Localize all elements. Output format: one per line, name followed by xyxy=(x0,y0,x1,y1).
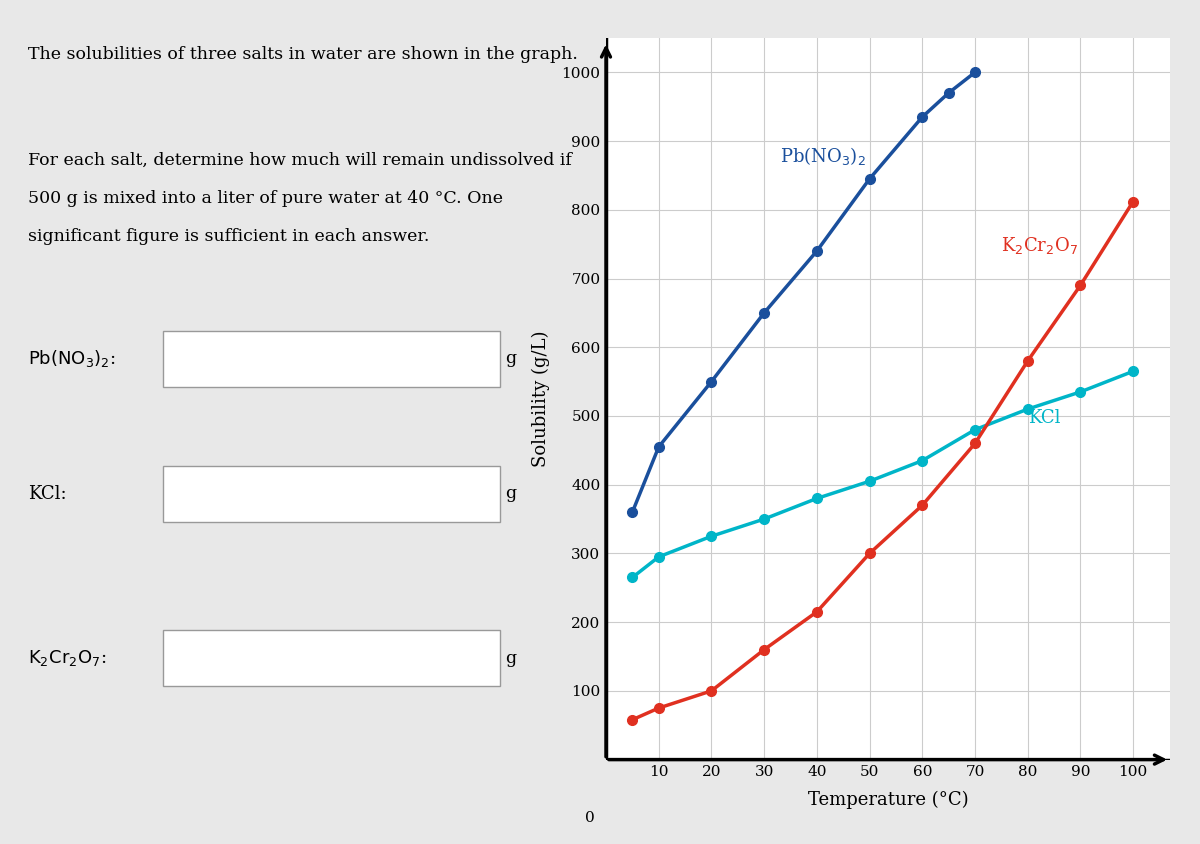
Text: KCl: KCl xyxy=(1027,408,1060,427)
Text: K$_2$Cr$_2$O$_7$: K$_2$Cr$_2$O$_7$ xyxy=(1001,235,1079,256)
Text: For each salt, determine how much will remain undissolved if: For each salt, determine how much will r… xyxy=(28,152,571,169)
Text: $\mathrm{K_2Cr_2O_7}$:: $\mathrm{K_2Cr_2O_7}$: xyxy=(28,648,106,668)
FancyBboxPatch shape xyxy=(163,331,499,387)
FancyBboxPatch shape xyxy=(163,466,499,522)
Text: $\mathrm{Pb(NO_3)_2}$:: $\mathrm{Pb(NO_3)_2}$: xyxy=(28,349,115,369)
Text: KCl:: KCl: xyxy=(28,484,66,503)
Text: g: g xyxy=(505,485,516,502)
FancyBboxPatch shape xyxy=(163,630,499,686)
Text: The solubilities of three salts in water are shown in the graph.: The solubilities of three salts in water… xyxy=(28,46,577,63)
Text: g: g xyxy=(505,650,516,667)
X-axis label: Temperature (°C): Temperature (°C) xyxy=(808,790,968,809)
Text: 500 g is mixed into a liter of pure water at 40 °C. One: 500 g is mixed into a liter of pure wate… xyxy=(28,190,503,207)
Text: 0: 0 xyxy=(586,811,595,825)
Text: Pb(NO$_3$)$_2$: Pb(NO$_3$)$_2$ xyxy=(780,144,865,166)
Text: significant figure is sufficient in each answer.: significant figure is sufficient in each… xyxy=(28,228,428,245)
Text: g: g xyxy=(505,350,516,367)
Y-axis label: Solubility (g/L): Solubility (g/L) xyxy=(532,331,551,467)
